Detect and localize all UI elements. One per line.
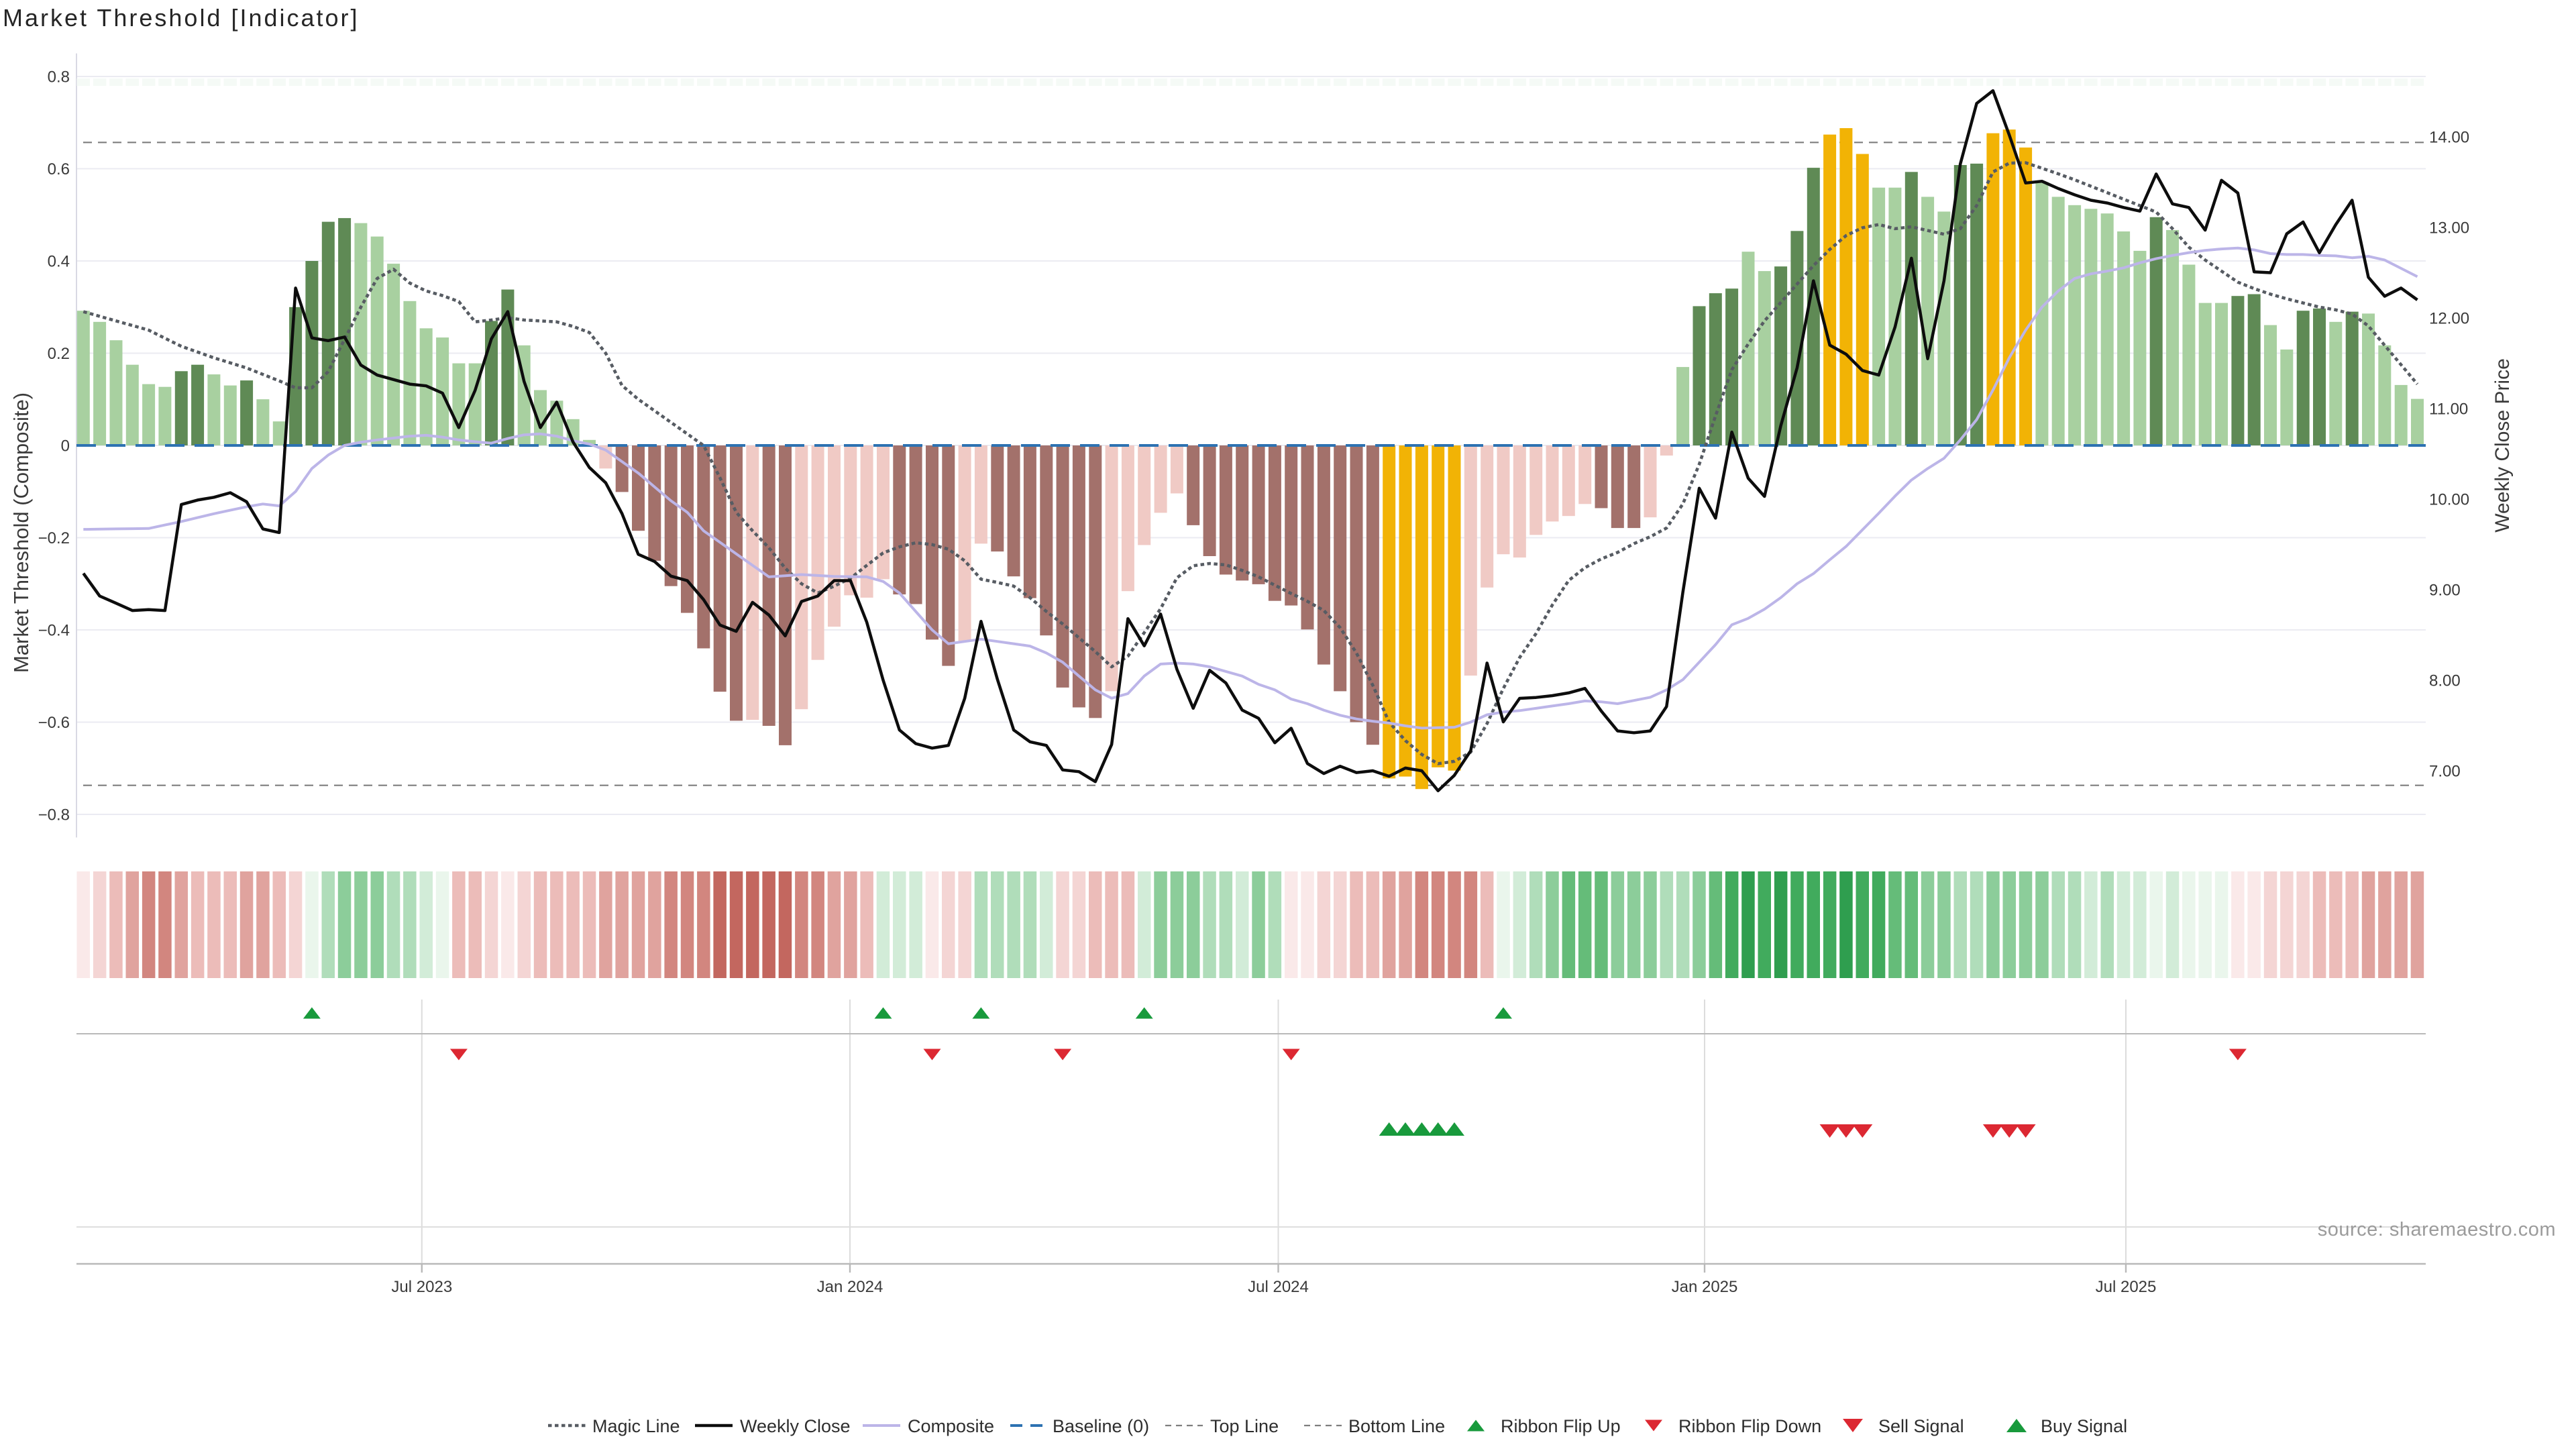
svg-text:−0.2: −0.2 [38,529,70,547]
svg-text:0.2: 0.2 [48,345,70,363]
svg-text:11.00: 11.00 [2429,400,2468,419]
svg-text:Top Line: Top Line [1210,1416,1279,1436]
svg-text:Weekly Close Price: Weekly Close Price [2491,358,2514,533]
svg-text:Jul 2024: Jul 2024 [1248,1278,1309,1296]
svg-text:Baseline (0): Baseline (0) [1053,1416,1149,1436]
svg-text:Market Threshold [Indicator]: Market Threshold [Indicator] [3,4,360,32]
svg-text:Composite: Composite [908,1416,994,1436]
svg-text:−0.6: −0.6 [38,714,70,732]
svg-text:0.8: 0.8 [48,68,70,87]
svg-text:Sell Signal: Sell Signal [1878,1416,1964,1436]
svg-text:Jan 2024: Jan 2024 [817,1278,883,1296]
svg-text:Ribbon Flip Up: Ribbon Flip Up [1501,1416,1621,1436]
svg-text:Jul 2025: Jul 2025 [2096,1278,2157,1296]
svg-text:Ribbon Flip Down: Ribbon Flip Down [1678,1416,1821,1436]
svg-text:Jan 2025: Jan 2025 [1672,1278,1738,1296]
svg-text:13.00: 13.00 [2429,219,2469,237]
svg-text:9.00: 9.00 [2429,582,2461,600]
svg-text:12.00: 12.00 [2429,310,2469,328]
svg-text:7.00: 7.00 [2429,763,2461,781]
svg-text:Market Threshold (Composite): Market Threshold (Composite) [9,392,33,673]
svg-text:Bottom Line: Bottom Line [1348,1416,1445,1436]
svg-text:8.00: 8.00 [2429,672,2461,690]
svg-text:−0.8: −0.8 [38,806,70,824]
svg-text:Buy Signal: Buy Signal [2041,1416,2127,1436]
svg-text:−0.4: −0.4 [38,622,70,640]
svg-text:0.4: 0.4 [48,253,70,271]
svg-text:Weekly Close: Weekly Close [740,1416,851,1436]
svg-text:10.00: 10.00 [2429,491,2469,509]
svg-text:14.00: 14.00 [2429,129,2469,147]
svg-text:0.6: 0.6 [48,160,70,178]
svg-text:Jul 2023: Jul 2023 [391,1278,452,1296]
svg-text:source: sharemaestro.com: source: sharemaestro.com [2318,1219,2556,1240]
svg-text:Magic Line: Magic Line [592,1416,680,1436]
svg-text:0: 0 [61,437,70,455]
